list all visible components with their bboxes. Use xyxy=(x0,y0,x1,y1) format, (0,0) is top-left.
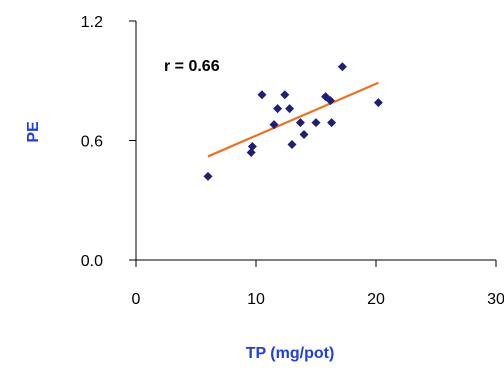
x-tick-label: 30 xyxy=(487,291,504,308)
labels-group: 0.0 0.6 1.2 0 10 20 30 TP (mg/pot) PE r = 0.66 xyxy=(25,14,504,362)
data-point xyxy=(247,141,257,151)
y-tick-label: 0.6 xyxy=(81,134,103,151)
trendline-group xyxy=(207,81,379,158)
points-group xyxy=(203,62,383,181)
data-point xyxy=(203,171,213,181)
y-axis-title: PE xyxy=(25,121,42,143)
data-point xyxy=(246,147,256,157)
data-point xyxy=(280,90,290,100)
y-tick-label: 1.2 xyxy=(81,14,103,31)
data-point xyxy=(273,104,283,114)
data-point xyxy=(295,118,305,128)
trendline xyxy=(207,81,379,158)
data-point xyxy=(327,118,337,128)
data-point xyxy=(373,98,383,108)
data-point xyxy=(257,90,267,100)
x-axis-title: TP (mg/pot) xyxy=(246,345,335,362)
data-point xyxy=(337,62,347,72)
data-point xyxy=(285,104,295,114)
y-tick-label: 0.0 xyxy=(81,253,103,270)
data-point xyxy=(269,120,279,130)
data-point xyxy=(287,139,297,149)
data-point xyxy=(299,130,309,140)
axes xyxy=(129,20,497,267)
data-point xyxy=(325,96,335,106)
correlation-annotation: r = 0.66 xyxy=(164,58,220,75)
data-point xyxy=(311,118,321,128)
x-tick-label: 0 xyxy=(132,291,141,308)
x-tick-label: 10 xyxy=(247,291,265,308)
x-tick-label: 20 xyxy=(367,291,385,308)
